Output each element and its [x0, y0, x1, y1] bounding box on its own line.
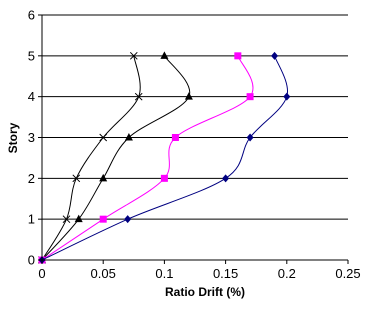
series-1-line [41, 55, 191, 261]
y-tick-label-3: 3 [28, 130, 35, 145]
x-tick-label-2: 0.1 [155, 266, 173, 281]
series-0-point-5 [129, 51, 138, 60]
series-1-point-5 [160, 51, 169, 59]
series-0-line [41, 55, 141, 261]
series-3-point-2 [222, 174, 230, 183]
series-0-point-2 [72, 174, 81, 183]
series-2-point-4 [246, 93, 254, 101]
series-1-point-1 [74, 214, 83, 223]
y-tick-label-4: 4 [28, 89, 35, 104]
tick-labels: 0 1 2 3 4 5 6 0 0.05 0.1 0.15 0.2 0.25 [28, 8, 361, 282]
series-1-point-3 [124, 133, 133, 141]
series-1-point-2 [99, 173, 108, 182]
series-3-point-4 [283, 92, 291, 101]
y-tick-label-2: 2 [28, 171, 35, 186]
gridlines [42, 14, 348, 220]
series-3-line [41, 55, 289, 261]
y-tick-label-0: 0 [28, 253, 35, 268]
series-3-point-1 [124, 215, 132, 224]
series-2-point-2 [160, 174, 168, 182]
series-3 [38, 51, 291, 264]
series-0-point-1 [62, 215, 71, 224]
series-2-point-5 [234, 52, 242, 60]
series-2-point-3 [171, 134, 179, 141]
series-2-line [41, 55, 254, 261]
x-tick-label-5: 0.25 [335, 266, 360, 281]
series-1-point-4 [184, 92, 193, 100]
series-0-point-4 [134, 92, 143, 101]
x-axis-title: Ratio Drift (%) [165, 285, 245, 299]
series-0-point-3 [99, 133, 108, 142]
series-2-point-1 [99, 215, 107, 223]
y-axis-title: Story [6, 122, 20, 153]
x-tick-label-1: 0.05 [91, 266, 116, 281]
series-1 [38, 51, 193, 263]
y-tick-label-5: 5 [28, 48, 35, 63]
series-layer [38, 51, 291, 264]
series-2 [38, 52, 254, 264]
series-0 [38, 51, 143, 264]
y-tick-label-1: 1 [28, 212, 35, 227]
x-tick-label-0: 0 [38, 266, 45, 281]
series-3-point-5 [271, 51, 279, 60]
series-3-point-3 [246, 133, 254, 142]
x-tick-label-3: 0.15 [213, 266, 238, 281]
x-tick-label-4: 0.2 [278, 266, 296, 281]
y-tick-label-6: 6 [28, 8, 35, 23]
